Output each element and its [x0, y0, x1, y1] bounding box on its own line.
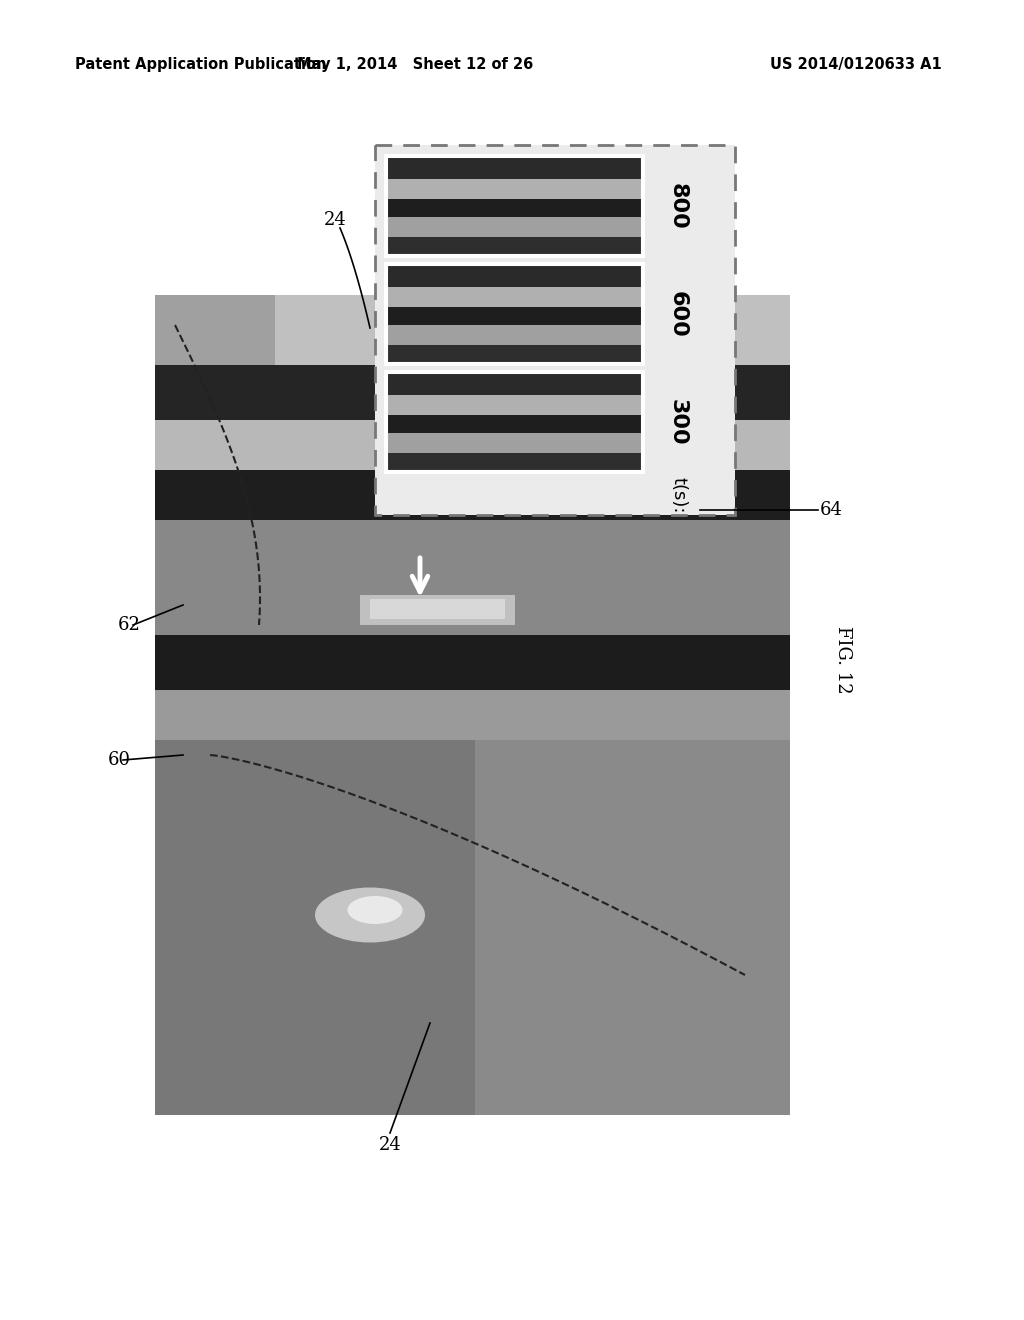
Bar — [387, 157, 642, 255]
Bar — [387, 199, 642, 216]
Bar — [155, 420, 790, 470]
Bar — [387, 216, 642, 238]
Bar — [155, 741, 790, 1115]
Text: 300: 300 — [668, 399, 688, 445]
Bar — [155, 635, 790, 690]
Text: 62: 62 — [118, 616, 141, 634]
Bar — [387, 374, 642, 471]
Bar — [387, 374, 642, 471]
Bar — [387, 238, 642, 255]
Bar — [387, 453, 642, 471]
Ellipse shape — [315, 887, 425, 942]
Bar — [387, 286, 642, 308]
Bar — [387, 345, 642, 363]
Bar — [387, 374, 642, 395]
Bar — [387, 265, 642, 286]
Text: 24: 24 — [379, 1137, 401, 1154]
Text: 600: 600 — [668, 290, 688, 338]
Bar — [387, 395, 642, 414]
Text: US 2014/0120633 A1: US 2014/0120633 A1 — [770, 58, 942, 73]
Bar — [384, 370, 645, 474]
Bar — [387, 180, 642, 199]
Ellipse shape — [347, 896, 402, 924]
Bar — [360, 595, 515, 624]
Text: 60: 60 — [108, 751, 131, 770]
Bar — [387, 325, 642, 345]
Text: 24: 24 — [324, 211, 346, 228]
Bar — [375, 145, 735, 515]
Bar — [155, 470, 790, 520]
Bar — [155, 294, 275, 366]
Bar — [370, 599, 505, 619]
Bar — [387, 265, 642, 363]
Text: t(s):: t(s): — [669, 477, 687, 513]
Bar — [387, 157, 642, 180]
Bar — [155, 294, 790, 366]
Bar — [155, 366, 790, 420]
Bar — [155, 520, 790, 635]
Text: May 1, 2014   Sheet 12 of 26: May 1, 2014 Sheet 12 of 26 — [297, 58, 534, 73]
Bar — [387, 308, 642, 325]
Bar — [387, 157, 642, 255]
Text: 800: 800 — [668, 182, 688, 230]
Bar — [387, 414, 642, 433]
Text: Patent Application Publication: Patent Application Publication — [75, 58, 327, 73]
Bar — [384, 261, 645, 366]
Bar — [155, 690, 790, 741]
Bar — [387, 265, 642, 363]
Text: FIG. 12: FIG. 12 — [834, 626, 852, 694]
Bar — [387, 433, 642, 453]
Bar — [384, 154, 645, 257]
Bar — [375, 145, 735, 515]
Bar — [155, 294, 790, 1115]
Text: 64: 64 — [820, 502, 843, 519]
Bar — [475, 741, 790, 1115]
